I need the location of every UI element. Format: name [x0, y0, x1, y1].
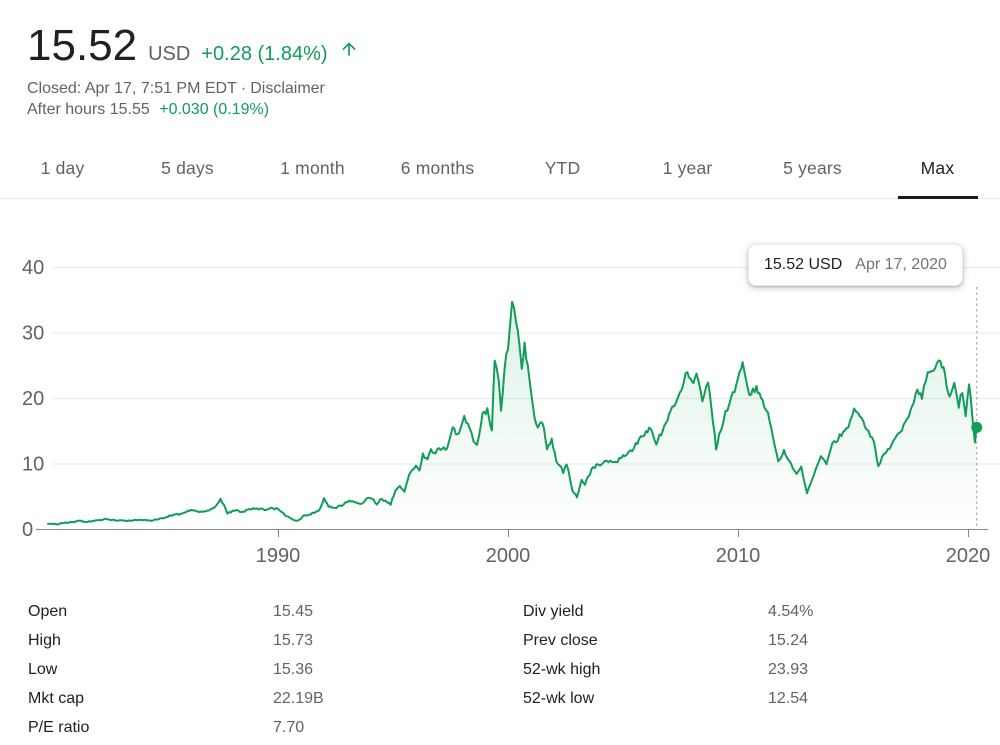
- chart-tooltip: 15.52 USD Apr 17, 2020: [748, 244, 963, 286]
- stat-label: Prev close: [523, 631, 598, 649]
- x-axis-label-2020: 2020: [946, 545, 991, 567]
- price-chart: 0 10 20 30 40 1990 2000 2010 2020 15.52 USD Apr …: [0, 224, 1000, 574]
- current-price: 15.52: [27, 21, 138, 70]
- market-status-line: Closed: Apr 17, 7:51 PM EDT · Disclaimer: [27, 78, 1000, 99]
- stat-label: Div yield: [523, 602, 584, 620]
- y-axis-label-10: 10: [22, 454, 44, 476]
- stat-row-div-yield: Div yield 4.54%: [500, 597, 972, 626]
- price-chart-canvas[interactable]: 0 10 20 30 40 1990 2000 2010 2020: [0, 224, 1000, 574]
- stat-value: 15.45: [273, 602, 314, 620]
- x-axis-label-1990: 1990: [256, 545, 301, 567]
- range-tabs: 1 day 5 days 1 month 6 months YTD 1 year 5 yea…: [0, 138, 1000, 199]
- stat-value: 4.54%: [768, 602, 814, 620]
- stat-label: Mkt cap: [28, 689, 85, 707]
- arrow-up-icon: [339, 39, 359, 59]
- stat-value: 22.19B: [273, 689, 324, 707]
- stats-column-left: Open 15.45 High 15.73 Low 15.36 Mkt cap 22.19B P…: [28, 597, 500, 742]
- stat-value: 15.36: [273, 660, 314, 678]
- last-price-dot: [971, 421, 983, 433]
- stat-value: 7.70: [273, 718, 305, 736]
- stat-row-high: High 15.73: [28, 626, 500, 655]
- y-axis-label-30: 30: [22, 323, 44, 345]
- x-axis-label-2010: 2010: [716, 545, 761, 567]
- tooltip-price: 15.52 USD: [764, 256, 843, 273]
- after-hours-label: After hours: [27, 101, 106, 118]
- stats-column-right: Div yield 4.54% Prev close 15.24 52-wk high 2…: [500, 597, 972, 742]
- stat-label: 52-wk low: [523, 689, 595, 707]
- separator-dot: ·: [240, 80, 247, 97]
- tab-1-year[interactable]: 1 year: [662, 158, 713, 178]
- currency-label: USD: [148, 43, 191, 65]
- tab-1-month[interactable]: 1 month: [280, 158, 345, 178]
- price-line: [47, 300, 978, 526]
- y-axis-label-0: 0: [22, 519, 33, 541]
- after-hours-line: After hours 15.55 +0.030 (0.19%): [27, 99, 1000, 120]
- price-row: 15.52 USD +0.28 (1.84%): [0, 0, 1000, 68]
- tab-5-days[interactable]: 5 days: [161, 158, 214, 178]
- tab-5-years[interactable]: 5 years: [783, 158, 842, 178]
- stat-row-p-e-ratio: P/E ratio 7.70: [28, 713, 500, 742]
- after-hours-price: 15.55: [109, 101, 150, 118]
- stat-label: High: [28, 631, 61, 649]
- stat-row-52-wk-low: 52-wk low 12.54: [500, 684, 972, 713]
- stat-value: 12.54: [768, 689, 809, 707]
- tab-max[interactable]: Max: [875, 138, 1000, 198]
- tooltip-date: Apr 17, 2020: [855, 256, 947, 273]
- stat-row-52-wk-high: 52-wk high 23.93: [500, 655, 972, 684]
- stat-label: Low: [28, 660, 58, 678]
- stat-label: P/E ratio: [28, 718, 90, 736]
- stat-label: Open: [28, 602, 68, 620]
- after-hours-change: +0.030 (0.19%): [159, 101, 270, 118]
- y-axis-label-40: 40: [22, 257, 44, 279]
- closed-status: Closed: Apr 17, 7:51 PM EDT: [27, 80, 237, 97]
- tab-ytd[interactable]: YTD: [544, 158, 581, 178]
- stat-row-open: Open 15.45: [28, 597, 500, 626]
- stat-value: 15.73: [273, 631, 314, 649]
- stat-value: 15.24: [768, 631, 809, 649]
- y-axis-label-20: 20: [22, 388, 44, 410]
- stat-row-low: Low 15.36: [28, 655, 500, 684]
- tab-6-months[interactable]: 6 months: [400, 158, 475, 178]
- x-axis-label-2000: 2000: [486, 545, 531, 567]
- quote-header: 15.52 USD +0.28 (1.84%) Closed: Apr 17, …: [0, 0, 1000, 120]
- stat-row-prev-close: Prev close 15.24: [500, 626, 972, 655]
- key-stats: Open 15.45 High 15.73 Low 15.36 Mkt cap 22.19B P…: [0, 597, 1000, 742]
- stat-value: 23.93: [768, 660, 809, 678]
- disclaimer-link[interactable]: Disclaimer: [250, 80, 325, 97]
- price-area: [48, 301, 977, 529]
- stat-label: 52-wk high: [523, 660, 601, 678]
- price-change: +0.28 (1.84%): [201, 43, 328, 65]
- tab-1-day[interactable]: 1 day: [40, 158, 85, 178]
- stat-row-mkt-cap: Mkt cap 22.19B: [28, 684, 500, 713]
